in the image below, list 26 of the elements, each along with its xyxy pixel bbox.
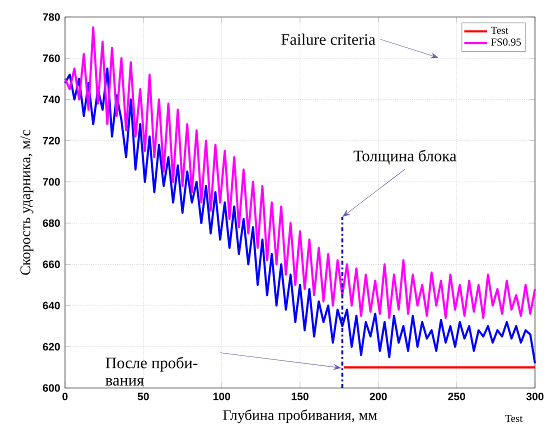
y-tick-label: 720: [42, 136, 60, 144]
legend-label: FS0.95: [491, 38, 521, 46]
x-tick-label: 150: [292, 392, 308, 400]
x-tick-label: 250: [448, 392, 466, 400]
y-tick-label: 700: [42, 178, 60, 186]
y-tick-label: 620: [42, 342, 60, 351]
x-tick-label: 100: [213, 392, 230, 400]
y-tick-label: 640: [42, 302, 60, 310]
y-tick-label: 780: [42, 13, 60, 21]
y-tick-label: 760: [42, 54, 60, 62]
legend-label: Test: [490, 26, 508, 34]
x-tick-label: 50: [138, 392, 149, 400]
annotation: Толщина блока: [354, 150, 456, 165]
x-tick-label: 300: [526, 392, 544, 400]
y-axis-title: Скорость ударника, м/с: [20, 130, 34, 275]
y-tick-label: 740: [42, 96, 60, 104]
y-tick-label: 600: [42, 384, 60, 392]
annotation: После проби- вания: [106, 356, 198, 386]
line-series: [64, 26, 536, 319]
x-tick-label: 200: [370, 392, 387, 400]
text: Test: [505, 414, 523, 422]
y-tick-label: 680: [42, 219, 60, 227]
x-axis-title: Глубина пробивания, мм: [223, 409, 377, 424]
x-tick-label: 0: [62, 392, 68, 400]
y-tick-label: 660: [42, 260, 60, 268]
annotation: Failure criteria: [281, 34, 376, 45]
